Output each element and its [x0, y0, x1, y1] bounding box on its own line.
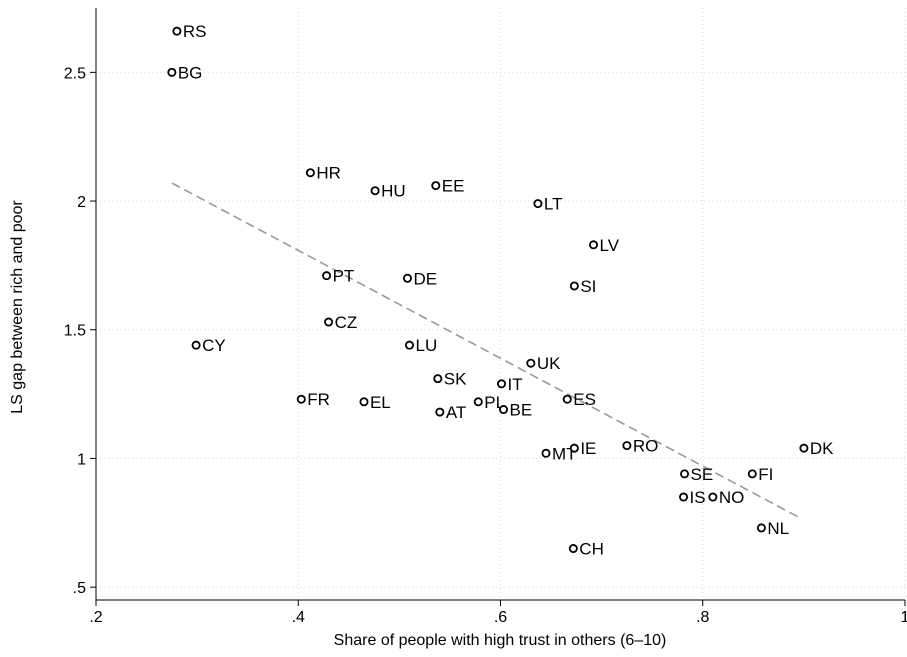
- point-no: [708, 492, 718, 502]
- point-lu: [404, 340, 414, 350]
- point-rs: [172, 26, 182, 36]
- point-label-es: ES: [573, 390, 596, 409]
- point-bg: [167, 67, 177, 77]
- point-ro: [622, 441, 632, 451]
- point-label-lu: LU: [415, 336, 437, 355]
- point-ch: [568, 544, 578, 554]
- point-label-uk: UK: [537, 354, 561, 373]
- point-lv: [589, 240, 599, 250]
- point-label-ro: RO: [633, 437, 659, 456]
- y-tick-label: .5: [73, 580, 86, 597]
- point-mt: [541, 448, 551, 458]
- point-de: [402, 273, 412, 283]
- point-ee: [431, 181, 441, 191]
- point-label-it: IT: [508, 375, 523, 394]
- point-lt: [533, 199, 543, 209]
- point-hr: [305, 168, 315, 178]
- point-label-si: SI: [580, 277, 596, 296]
- point-label-ee: EE: [442, 177, 465, 196]
- point-label-nl: NL: [767, 519, 789, 538]
- point-se: [680, 469, 690, 479]
- point-label-rs: RS: [183, 22, 207, 41]
- point-label-be: BE: [510, 401, 533, 420]
- point-label-lt: LT: [544, 195, 563, 214]
- point-label-bg: BG: [178, 63, 203, 82]
- x-tick-label: .4: [292, 609, 305, 626]
- point-dk: [799, 443, 809, 453]
- point-at: [435, 407, 445, 417]
- x-axis-title: Share of people with high trust in other…: [334, 632, 667, 649]
- point-label-se: SE: [691, 465, 714, 484]
- fit-line-group: [171, 182, 803, 520]
- point-label-fr: FR: [307, 390, 330, 409]
- grid-lines: [95, 8, 906, 600]
- x-tick-label: .2: [89, 609, 102, 626]
- point-label-no: NO: [719, 488, 745, 507]
- x-tick-label: .8: [696, 609, 709, 626]
- point-label-is: IS: [690, 488, 706, 507]
- point-label-sk: SK: [444, 370, 467, 389]
- point-el: [359, 397, 369, 407]
- point-pl: [473, 397, 483, 407]
- point-si: [569, 281, 579, 291]
- y-tick-label: 2: [77, 194, 86, 211]
- point-label-hr: HR: [316, 164, 341, 183]
- point-fi: [747, 469, 757, 479]
- point-label-hu: HU: [381, 182, 406, 201]
- point-nl: [756, 523, 766, 533]
- point-label-el: EL: [370, 393, 391, 412]
- point-label-ie: IE: [580, 439, 596, 458]
- point-is: [679, 492, 689, 502]
- point-be: [499, 405, 509, 415]
- point-it: [497, 379, 507, 389]
- point-cy: [191, 340, 201, 350]
- point-label-ch: CH: [579, 540, 604, 559]
- x-tick-label: 1: [901, 609, 907, 626]
- point-label-cz: CZ: [335, 313, 358, 332]
- point-uk: [526, 358, 536, 368]
- x-tick-label: .6: [494, 609, 507, 626]
- point-pt: [322, 271, 332, 281]
- point-sk: [433, 374, 443, 384]
- axes: .2.4.6.8 1.511.522.5: [64, 8, 907, 626]
- point-hu: [370, 186, 380, 196]
- point-es: [562, 394, 572, 404]
- y-tick-label: 2.5: [64, 65, 86, 82]
- point-label-fi: FI: [758, 465, 773, 484]
- y-tick-label: 1: [77, 451, 86, 468]
- point-ie: [569, 443, 579, 453]
- point-label-cy: CY: [202, 336, 226, 355]
- point-label-dk: DK: [810, 439, 834, 458]
- y-tick-label: 1.5: [64, 323, 86, 340]
- point-cz: [324, 317, 334, 327]
- fit-line: [171, 182, 803, 520]
- point-fr: [296, 394, 306, 404]
- point-label-at: AT: [446, 403, 466, 422]
- point-label-de: DE: [413, 269, 437, 288]
- point-label-pt: PT: [333, 267, 355, 286]
- point-label-lv: LV: [600, 236, 620, 255]
- y-axis-title: LS gap between rich and poor: [9, 200, 26, 414]
